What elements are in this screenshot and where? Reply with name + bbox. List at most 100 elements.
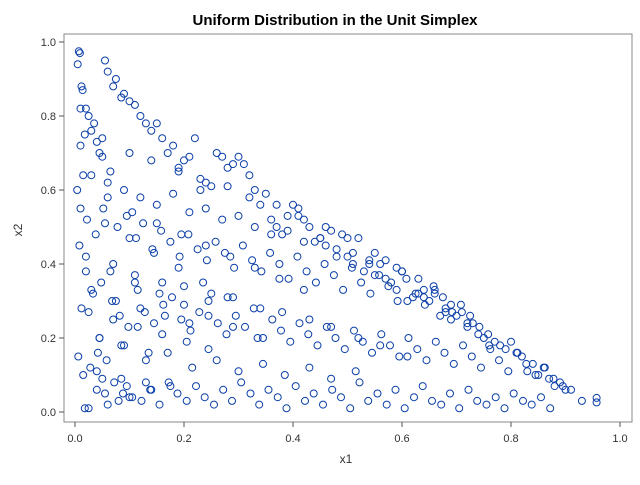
data-point [245,193,254,202]
data-point [80,404,89,413]
data-point [540,363,549,372]
data-point [120,341,128,350]
data-point [92,137,101,146]
data-point [430,289,439,298]
data-point [267,215,276,224]
data-point [199,278,208,287]
data-point [79,371,88,379]
data-point [201,241,210,250]
data-point [169,189,178,198]
data-point [147,385,156,394]
data-point [186,326,195,335]
data-point [466,311,475,320]
data-point [180,282,188,291]
data-point [136,304,145,313]
data-point [137,396,146,405]
data-point [331,334,340,342]
data-point [103,178,112,187]
data-point [256,304,265,313]
data-point [229,160,237,169]
data-point [174,263,183,272]
data-point [414,274,423,283]
data-point [327,374,336,383]
data-point [223,293,232,302]
data-point [393,297,402,305]
data-point [87,126,96,135]
data-point [473,396,482,405]
data-point [141,378,150,387]
data-point [158,278,167,287]
data-point [101,219,109,228]
data-point [280,371,289,379]
data-point [504,367,513,376]
data-point [75,49,84,58]
data-point [272,200,281,209]
data-point [403,352,412,361]
data-point [441,304,450,313]
x-tick-label: 0.8 [503,433,518,445]
data-point [169,141,178,150]
data-point [130,278,139,287]
data-point [250,263,259,272]
data-point [267,230,276,239]
data-point [447,315,455,324]
data-point [87,171,96,180]
data-point [124,322,133,331]
data-point [302,267,311,276]
data-point [211,237,220,246]
data-point [140,308,149,317]
data-point [289,200,297,209]
data-point [428,396,436,405]
data-point [86,363,95,372]
data-point [98,134,107,143]
data-point [403,297,412,305]
data-point [278,230,287,239]
data-point [79,171,88,180]
data-point [155,289,164,298]
data-point [73,60,82,69]
x-tick-label: 1.0 [612,433,627,445]
data-point [479,334,488,342]
data-point [351,367,360,376]
data-point [175,252,184,261]
data-point [501,345,510,354]
data-point [283,226,292,235]
data-point [534,371,543,379]
data-point [305,315,314,324]
data-point [549,374,558,383]
y-tick-label: 0.4 [41,259,56,271]
data-point [275,260,284,268]
data-point [180,156,188,165]
data-point [177,315,186,324]
data-point [212,356,221,365]
data-point [248,256,257,265]
data-point [402,274,411,283]
y-tick-label: 0.0 [41,407,56,419]
data-point [147,126,156,135]
data-point [106,267,115,276]
data-point [468,319,477,328]
data-point [158,134,167,143]
data-point [475,322,484,331]
data-point [365,260,374,268]
data-point [293,252,302,261]
data-point [321,223,330,231]
data-point [109,260,118,268]
data-point [195,308,204,317]
data-point [257,267,266,276]
data-point [259,359,267,368]
data-point [410,393,418,402]
data-point [74,352,83,361]
data-point [159,300,168,309]
y-axis: 0.0 0.2 0.4 0.6 0.8 1.0 [41,37,64,419]
data-point [223,182,232,191]
data-point [545,374,554,383]
data-point [219,385,228,394]
data-point [139,219,148,228]
data-point [174,163,183,172]
data-point [420,300,429,309]
data-point [332,245,341,254]
x-tick-label: 0.2 [176,433,191,445]
data-point [229,293,237,302]
